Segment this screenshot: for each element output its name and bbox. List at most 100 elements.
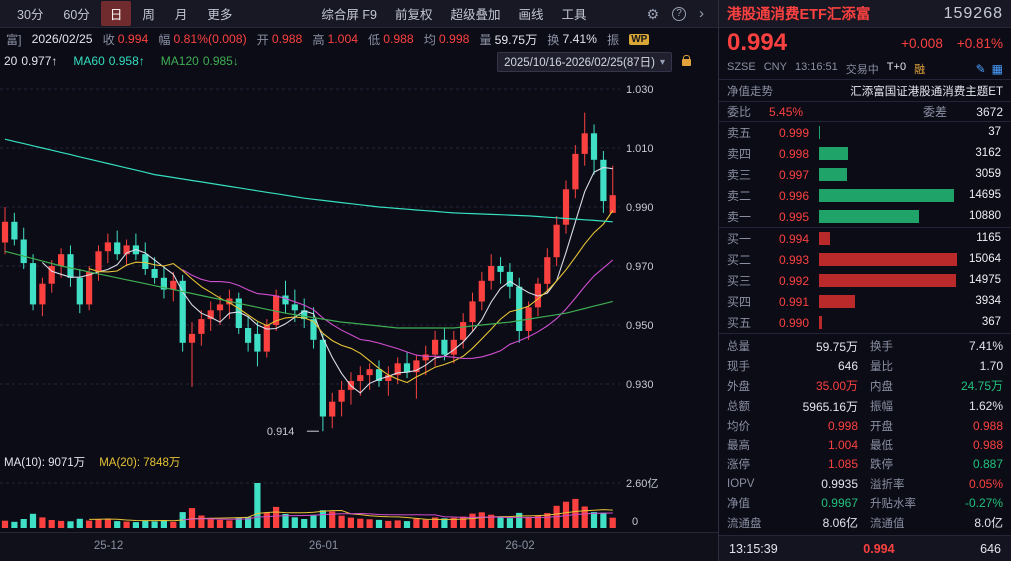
order-row-卖三[interactable]: 卖三 0.997 3059	[727, 164, 1003, 185]
menu-item[interactable]: 工具	[561, 8, 587, 22]
order-row-买一[interactable]: 买一 0.994 1165	[727, 228, 1003, 249]
quote-pair: 量 59.75万	[479, 33, 538, 47]
stat-row: 总额 5965.16万 振幅 1.62%	[727, 399, 1003, 414]
fund-nav-link[interactable]: 净值走势	[727, 85, 773, 98]
order-label: 买四	[727, 295, 752, 309]
market-meta-items: SZSE CNY 13:16:51 交易中 T+0 融	[727, 61, 925, 77]
stat-row: 总量 59.75万 换手 7.41%	[727, 339, 1003, 354]
commission-ratio-row: 委比 5.45% 委差 3672	[719, 102, 1011, 122]
menu-item[interactable]: 综合屏 F9	[321, 8, 377, 22]
time-axis-label: 26-02	[505, 540, 535, 552]
order-depth-bar: 3934	[819, 294, 1003, 309]
gear-icon[interactable]: ⚙	[646, 5, 659, 22]
stat-row: 涨停 1.085 跌停 0.887	[727, 457, 1003, 472]
volume-ma-bar: MA(10): 9071万 MA(20): 7848万	[4, 454, 180, 470]
order-price[interactable]: 0.991	[778, 294, 809, 309]
fund-full-name: 汇添富国证港股通消费主题ET	[850, 85, 1003, 98]
quote-panel: 港股通消费ETF汇添富 159268 0.994 +0.008 +0.81% S…	[718, 0, 1011, 561]
menu-item[interactable]: 前复权	[394, 8, 433, 22]
wp-badge[interactable]: WP	[629, 33, 650, 45]
order-price[interactable]: 0.993	[778, 252, 809, 267]
stat-row: 外盘 35.00万 内盘 24.75万	[727, 379, 1003, 394]
fund-row[interactable]: 净值走势 汇添富国证港股通消费主题ET	[719, 80, 1011, 102]
meta-item: 融	[914, 63, 926, 76]
weibi-value: 5.45%	[769, 104, 804, 119]
order-price[interactable]: 0.992	[778, 273, 809, 288]
daily-info-bar: 富] 2026/02/25 收 0.994 幅 0.81%(0.008) 开 0.988 高…	[0, 28, 718, 50]
order-price[interactable]: 0.990	[778, 315, 809, 330]
order-label: 卖一	[727, 210, 752, 224]
quote-date: 2026/02/25	[31, 32, 93, 46]
svg-text:0.914: 0.914	[267, 426, 295, 438]
order-row-卖四[interactable]: 卖四 0.998 3162	[727, 143, 1003, 164]
order-price[interactable]: 0.998	[778, 146, 809, 161]
stat-row: 流通盘 8.06亿 流通值 8.0亿	[727, 516, 1003, 531]
toolbar-menu: 综合屏 F9 前复权 超级叠加 画线 工具	[321, 4, 586, 23]
order-depth-bar: 3059	[819, 167, 1003, 182]
meta-item: SZSE	[727, 60, 756, 73]
price-change-pct: +0.81%	[956, 35, 1003, 51]
order-label: 卖五	[727, 126, 752, 140]
help-icon[interactable]: ?	[672, 6, 686, 21]
order-price[interactable]: 0.997	[778, 167, 809, 182]
toolbar-icons: ⚙ ? ›	[646, 6, 710, 21]
order-label: 买一	[727, 232, 752, 246]
tick-bar: 13:15:39 0.994 646	[719, 535, 1011, 561]
sell-order-book: 卖五 0.999 37 卖四 0.998 3162 卖三 0.997 3059 卖二 0.996 14…	[719, 122, 1011, 228]
tab-更多[interactable]: 更多	[207, 8, 233, 22]
svg-text:0.990: 0.990	[626, 202, 654, 214]
order-row-卖五[interactable]: 卖五 0.999 37	[727, 122, 1003, 143]
stat-row: IOPV 0.9935 溢折率 0.05%	[727, 476, 1003, 491]
clipped-text: 富]	[6, 33, 22, 47]
order-price[interactable]: 0.995	[778, 209, 809, 224]
market-meta-row: SZSE CNY 13:16:51 交易中 T+0 融 ✎ ▦	[719, 58, 1011, 80]
svg-text:0.930: 0.930	[626, 379, 654, 391]
tab-日[interactable]: 日	[100, 1, 132, 26]
quote-pair: 换 7.41%	[547, 32, 598, 47]
order-row-买三[interactable]: 买三 0.992 14975	[727, 270, 1003, 291]
tab-60分[interactable]: 60分	[63, 8, 90, 22]
order-depth-bar: 367	[819, 315, 1003, 330]
volume-bars	[1, 483, 616, 529]
quote-pairs: 收 0.994 幅 0.81%(0.008) 开 0.988 高 1.004 低 0.988 均 0.…	[103, 30, 620, 48]
last-price: 0.994	[727, 29, 788, 56]
chevron-right-icon[interactable]: ›	[699, 5, 704, 22]
order-row-买二[interactable]: 买二 0.993 15064	[727, 249, 1003, 270]
order-depth-bar: 10880	[819, 209, 1003, 224]
order-price[interactable]: 0.996	[778, 188, 809, 203]
date-range-selector[interactable]: 2025/10/16-2026/02/25(87日) ▾	[497, 52, 672, 72]
order-price[interactable]: 0.999	[778, 125, 809, 140]
order-depth-bar: 37	[819, 126, 1001, 139]
volume-chart-svg[interactable]: 2.60亿 0	[0, 468, 718, 532]
time-axis[interactable]: 25-12 26-01 26-02	[0, 532, 718, 561]
tick-price: 0.994	[863, 541, 895, 556]
top-toolbar: 30分 60分日周 月 更多 综合屏 F9 前复权 超级叠加 画线 工具 ⚙ ? ›	[0, 0, 718, 28]
tab-月[interactable]: 月	[174, 8, 188, 22]
instrument-name: 港股通消费ETF汇添富	[727, 7, 871, 23]
order-row-卖二[interactable]: 卖二 0.996 14695	[727, 185, 1003, 206]
grid-icon[interactable]: ▦	[991, 61, 1003, 76]
order-row-买五[interactable]: 买五 0.990 367	[727, 312, 1003, 333]
date-range-label: 2025/10/16-2026/02/25(87日)	[504, 57, 655, 69]
menu-item[interactable]: 超级叠加	[450, 8, 501, 22]
meta-icons: ✎ ▦	[976, 62, 1003, 76]
edit-icon[interactable]: ✎	[975, 61, 986, 76]
stat-row: 现手 646 量比 1.70	[727, 358, 1003, 373]
time-axis-label: 26-01	[308, 540, 339, 552]
order-depth-bar: 1165	[819, 231, 1003, 246]
volume-ma10-label: MA(10): 9071万	[4, 457, 86, 469]
weicha-value: 3672	[976, 104, 1003, 119]
menu-item[interactable]: 画线	[518, 8, 544, 22]
quote-pair: 低 0.988	[368, 32, 414, 47]
tab-周[interactable]: 周	[142, 8, 155, 22]
tab-30分[interactable]: 30分	[17, 8, 44, 22]
order-row-买四[interactable]: 买四 0.991 3934	[727, 291, 1003, 312]
meta-item: CNY	[763, 60, 787, 73]
order-price[interactable]: 0.994	[778, 231, 809, 246]
price-chart-svg[interactable]: 1.030 1.010 0.990 0.970 0.950 0.930 0.914	[0, 72, 718, 457]
volume-ma20-label: MA(20): 7848万	[99, 457, 181, 469]
order-row-卖一[interactable]: 卖一 0.995 10880	[727, 206, 1003, 227]
buy-order-book: 买一 0.994 1165 买二 0.993 15064 买三 0.992 14975 买四 0.9…	[719, 228, 1011, 334]
lock-icon[interactable]	[682, 55, 691, 66]
